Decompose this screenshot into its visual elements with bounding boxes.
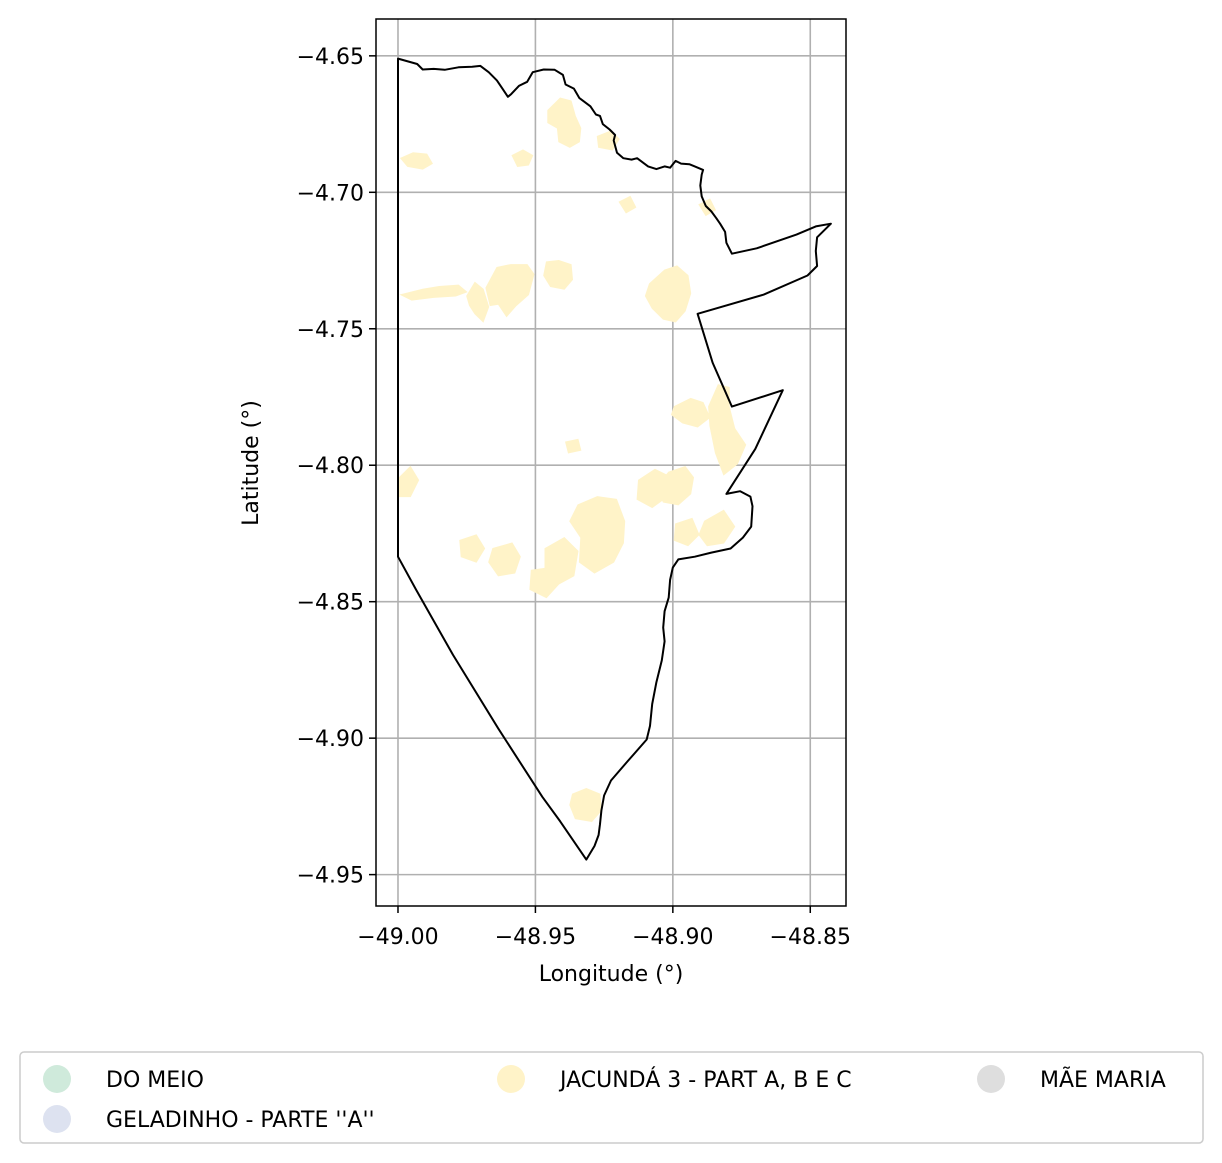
region-polygon: [644, 265, 692, 323]
y-tick-label: −4.95: [297, 864, 364, 889]
plot-frame: [375, 18, 847, 907]
y-tick-label: −4.85: [297, 591, 364, 616]
legend-marker: [43, 1105, 71, 1133]
region-polygon: [529, 567, 560, 599]
region-polygon: [673, 517, 700, 547]
legend-label: GELADINHO - PARTE ''A'': [106, 1108, 375, 1133]
y-tick-label: −4.70: [297, 181, 364, 206]
region-polygon: [547, 97, 582, 148]
x-axis-ticks: −49.00 −48.95 −48.90 −48.85: [357, 906, 851, 950]
region-polygon: [399, 152, 433, 170]
y-axis-label: Latitude (°): [239, 400, 264, 526]
legend-marker: [977, 1065, 1005, 1093]
region-polygon: [399, 284, 468, 301]
municipality-boundary: [397, 57, 832, 861]
legend-box: [19, 1051, 1204, 1144]
y-tick-label: −4.65: [297, 45, 364, 70]
legend-marker: [497, 1065, 525, 1093]
region-polygon: [670, 397, 711, 428]
region-polygon: [636, 468, 670, 509]
x-tick-label: −48.90: [632, 925, 713, 950]
region-polygon: [569, 788, 602, 822]
region-polygon: [569, 496, 626, 574]
region-polygon: [564, 438, 582, 454]
region-polygon: [511, 149, 534, 167]
x-tick-label: −48.95: [495, 925, 576, 950]
region-polygon: [485, 264, 535, 318]
legend-label: JACUNDÁ 3 - PART A, B E C: [558, 1067, 852, 1093]
y-axis-ticks: −4.65 −4.70 −4.75 −4.80 −4.85 −4.90 −4.95: [297, 45, 376, 889]
grid-lines: [376, 19, 846, 906]
y-tick-label: −4.80: [297, 454, 364, 479]
x-tick-label: −49.00: [357, 925, 438, 950]
y-tick-label: −4.90: [297, 727, 364, 752]
legend-label: DO MEIO: [106, 1068, 204, 1093]
legend-marker: [43, 1065, 71, 1093]
region-polygon: [488, 542, 521, 577]
x-axis-label: Longitude (°): [539, 962, 684, 987]
region-polygon: [459, 534, 486, 563]
y-tick-label: −4.75: [297, 318, 364, 343]
x-tick-label: −48.85: [770, 925, 851, 950]
legend: DO MEIO GELADINHO - PARTE ''A'' JACUNDÁ 3 …: [19, 1051, 1204, 1144]
region-polygon: [543, 259, 574, 290]
region-polygon: [466, 281, 490, 323]
region-polygon: [708, 384, 747, 476]
legend-label: MÃE MARIA: [1040, 1066, 1166, 1093]
region-polygon: [618, 195, 637, 214]
region-polygon: [398, 465, 420, 498]
region-polygons: [398, 97, 747, 822]
